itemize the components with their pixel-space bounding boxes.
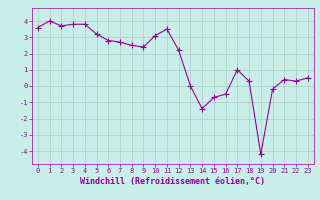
- X-axis label: Windchill (Refroidissement éolien,°C): Windchill (Refroidissement éolien,°C): [80, 177, 265, 186]
